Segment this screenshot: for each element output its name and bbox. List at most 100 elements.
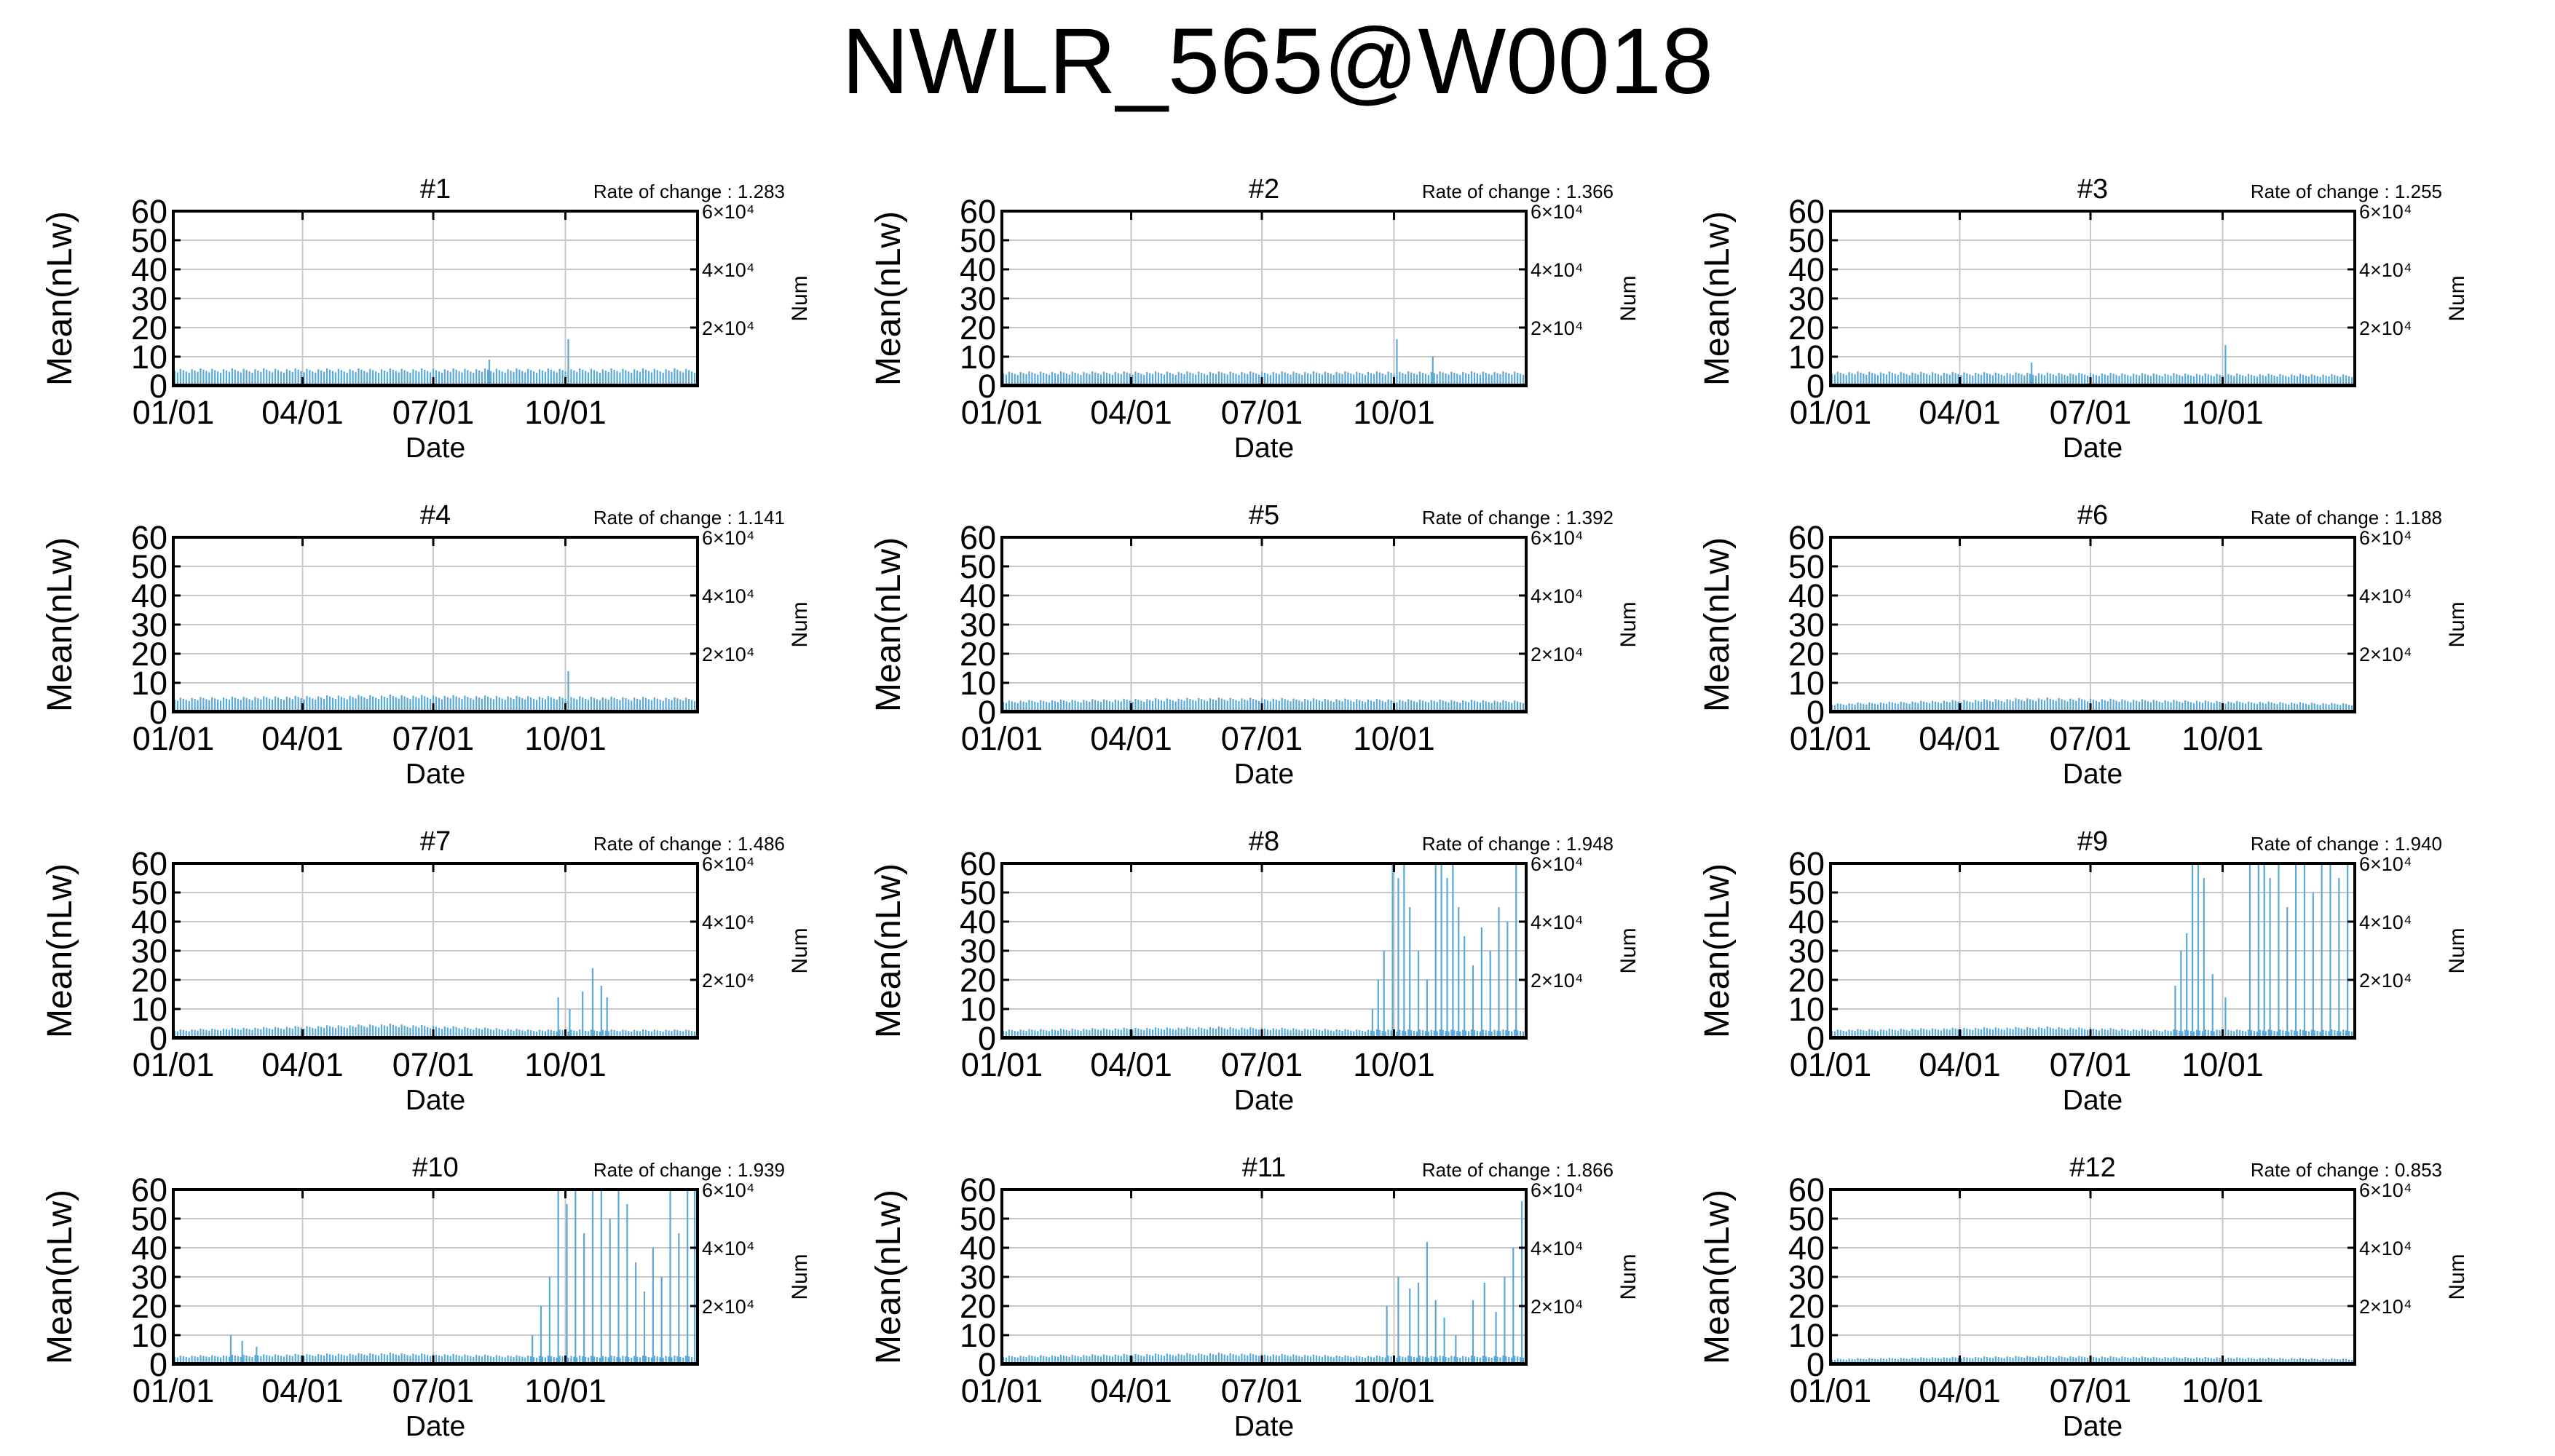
y-tick-label: 20 <box>1788 962 1825 999</box>
y-tick-label: 60 <box>131 193 167 230</box>
y2-axis-label: Num <box>1616 1254 1640 1299</box>
y-tick-label: 20 <box>131 309 167 347</box>
x-axis-label: Date <box>1234 1085 1294 1116</box>
panel-title: #4 <box>420 500 451 531</box>
x-tick-label: 10/01 <box>524 1046 607 1083</box>
y-axis-label: Mean(nLw) <box>869 1190 908 1364</box>
y2-axis-label: Num <box>2445 275 2469 321</box>
y-tick-label: 0 <box>978 1346 996 1383</box>
x-tick-label: 10/01 <box>524 394 607 431</box>
y2-axis-label: Num <box>2445 927 2469 973</box>
y-tick-label: 30 <box>131 933 167 970</box>
x-tick-label: 04/01 <box>1919 394 2001 431</box>
y-tick-label: 60 <box>1788 193 1825 230</box>
y-tick-label: 20 <box>1788 1288 1825 1325</box>
x-axis-label: Date <box>2063 1085 2122 1116</box>
y-tick-label: 30 <box>1788 606 1825 644</box>
y-tick-label: 10 <box>1788 991 1825 1028</box>
y-tick-label: 40 <box>1788 251 1825 288</box>
y-axis-label: Mean(nLw) <box>869 211 908 386</box>
y2-tick-label: 6×10⁴ <box>1531 853 1583 875</box>
y-tick-label: 0 <box>978 694 996 731</box>
rate-of-change-label: Rate of change : 1.939 <box>593 1159 785 1181</box>
y2-tick-label: 2×10⁴ <box>1531 317 1583 339</box>
y2-tick-label: 2×10⁴ <box>1531 1296 1583 1318</box>
x-tick-label: 10/01 <box>524 1372 607 1409</box>
panel-title: #1 <box>420 174 451 205</box>
y-tick-label: 50 <box>131 1200 167 1238</box>
x-tick-label: 01/01 <box>133 1046 215 1083</box>
y-tick-label: 10 <box>1788 665 1825 702</box>
rate-of-change-label: Rate of change : 0.853 <box>2251 1159 2442 1181</box>
x-tick-label: 10/01 <box>2181 394 2264 431</box>
panel-title: #10 <box>412 1152 458 1183</box>
y2-axis-label: Num <box>2445 601 2469 647</box>
y2-tick-label: 6×10⁴ <box>2359 853 2412 875</box>
y-axis-label: Mean(nLw) <box>1698 863 1737 1038</box>
y2-axis-label: Num <box>1616 275 1640 321</box>
y-tick-label: 10 <box>960 1317 996 1354</box>
y2-axis-label: Num <box>788 275 812 321</box>
x-tick-label: 04/01 <box>1090 394 1172 431</box>
y-tick-label: 60 <box>960 193 996 230</box>
y2-axis-label: Num <box>2445 1254 2469 1299</box>
x-tick-label: 04/01 <box>1919 1046 2001 1083</box>
panel-title: #6 <box>2077 500 2108 531</box>
x-axis-label: Date <box>406 432 465 464</box>
x-tick-label: 10/01 <box>2181 1046 2264 1083</box>
x-tick-label: 01/01 <box>961 720 1043 757</box>
x-tick-label: 07/01 <box>392 1372 475 1409</box>
y2-axis-label: Num <box>788 1254 812 1299</box>
x-tick-label: 01/01 <box>133 1372 215 1409</box>
y-tick-label: 10 <box>131 665 167 702</box>
y-tick-label: 0 <box>978 368 996 405</box>
y2-tick-label: 6×10⁴ <box>702 527 754 549</box>
x-tick-label: 04/01 <box>261 1046 344 1083</box>
y2-tick-label: 6×10⁴ <box>2359 1179 2412 1201</box>
x-tick-label: 01/01 <box>961 394 1043 431</box>
rate-of-change-label: Rate of change : 1.940 <box>2251 833 2442 855</box>
panel-title: #9 <box>2077 826 2108 857</box>
y-tick-label: 10 <box>960 665 996 702</box>
rate-of-change-label: Rate of change : 1.366 <box>1422 181 1614 202</box>
y-tick-label: 50 <box>131 548 167 585</box>
y-tick-label: 20 <box>1788 636 1825 673</box>
y-tick-label: 0 <box>1806 368 1825 405</box>
x-axis-label: Date <box>406 1411 465 1442</box>
x-tick-label: 01/01 <box>1790 1372 1872 1409</box>
x-axis-label: Date <box>1234 1411 1294 1442</box>
x-tick-label: 07/01 <box>1221 1046 1303 1083</box>
y-axis-label: Mean(nLw) <box>1698 211 1737 386</box>
y-tick-label: 10 <box>131 1317 167 1354</box>
y2-tick-label: 4×10⁴ <box>702 911 754 933</box>
x-tick-label: 07/01 <box>2050 1046 2132 1083</box>
x-tick-label: 01/01 <box>961 1046 1043 1083</box>
x-tick-label: 07/01 <box>392 720 475 757</box>
y-tick-label: 10 <box>1788 1317 1825 1354</box>
y2-tick-label: 2×10⁴ <box>2359 317 2412 339</box>
rate-of-change-label: Rate of change : 1.188 <box>2251 507 2442 529</box>
x-tick-label: 10/01 <box>1353 1372 1435 1409</box>
x-tick-label: 10/01 <box>1353 720 1435 757</box>
y-tick-label: 60 <box>960 1171 996 1208</box>
x-tick-label: 01/01 <box>133 394 215 431</box>
y2-tick-label: 4×10⁴ <box>1531 1238 1583 1259</box>
y2-tick-label: 2×10⁴ <box>702 1296 754 1318</box>
y2-tick-label: 2×10⁴ <box>2359 644 2412 665</box>
rate-of-change-label: Rate of change : 1.486 <box>593 833 785 855</box>
y-tick-label: 0 <box>149 368 167 405</box>
x-axis-label: Date <box>406 1085 465 1116</box>
y2-tick-label: 2×10⁴ <box>702 970 754 992</box>
y-tick-label: 30 <box>960 280 996 317</box>
y-tick-label: 50 <box>1788 548 1825 585</box>
y-tick-label: 10 <box>131 339 167 376</box>
rate-of-change-label: Rate of change : 1.283 <box>593 181 785 202</box>
y-tick-label: 0 <box>149 1020 167 1057</box>
y-tick-label: 50 <box>131 222 167 259</box>
x-tick-label: 04/01 <box>261 720 344 757</box>
